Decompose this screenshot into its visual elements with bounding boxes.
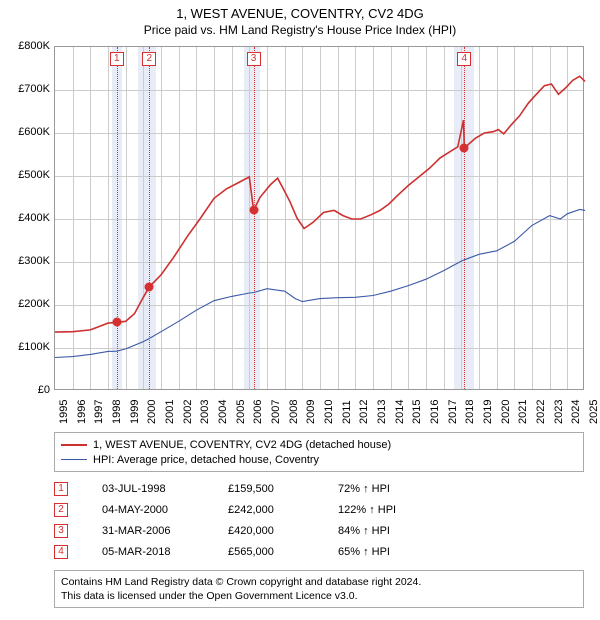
sale-row-price: £159,500 bbox=[228, 483, 304, 495]
x-tick-label: 2002 bbox=[182, 412, 194, 424]
x-tick-label: 2025 bbox=[588, 412, 600, 424]
sale-row-box: 2 bbox=[54, 503, 68, 517]
x-tick-label: 2014 bbox=[394, 412, 406, 424]
x-tick-label: 2011 bbox=[341, 412, 353, 424]
x-tick-label: 1999 bbox=[129, 412, 141, 424]
sale-row-price: £565,000 bbox=[228, 546, 304, 558]
x-tick-label: 2012 bbox=[358, 412, 370, 424]
footer-line-1: Contains HM Land Registry data © Crown c… bbox=[61, 575, 577, 589]
x-tick-label: 2008 bbox=[288, 412, 300, 424]
series-blue bbox=[55, 210, 585, 358]
sale-row-price: £420,000 bbox=[228, 525, 304, 537]
y-tick-label: £600K bbox=[0, 126, 50, 138]
sale-row: 1 03-JUL-1998 £159,500 72% ↑ HPI bbox=[54, 478, 438, 499]
sale-row-box: 1 bbox=[54, 482, 68, 496]
footer-line-2: This data is licensed under the Open Gov… bbox=[61, 589, 577, 603]
y-tick-label: £200K bbox=[0, 298, 50, 310]
x-tick-label: 2001 bbox=[164, 412, 176, 424]
x-tick-label: 2004 bbox=[217, 412, 229, 424]
sale-row-pct: 122% ↑ HPI bbox=[338, 504, 438, 516]
x-tick-label: 2024 bbox=[570, 412, 582, 424]
x-tick-label: 1995 bbox=[58, 412, 70, 424]
sale-row-date: 03-JUL-1998 bbox=[102, 483, 194, 495]
sale-row-date: 31-MAR-2006 bbox=[102, 525, 194, 537]
legend-swatch-red bbox=[61, 444, 87, 446]
chart-plot-area: 1234 bbox=[54, 46, 584, 390]
x-tick-label: 2018 bbox=[464, 412, 476, 424]
legend-label-red: 1, WEST AVENUE, COVENTRY, CV2 4DG (detac… bbox=[93, 439, 391, 451]
x-tick-label: 2021 bbox=[517, 412, 529, 424]
sale-row-box: 3 bbox=[54, 524, 68, 538]
x-tick-label: 2019 bbox=[482, 412, 494, 424]
x-tick-label: 2017 bbox=[447, 412, 459, 424]
sale-row-pct: 65% ↑ HPI bbox=[338, 546, 438, 558]
sale-row: 4 05-MAR-2018 £565,000 65% ↑ HPI bbox=[54, 541, 438, 562]
x-tick-label: 2022 bbox=[535, 412, 547, 424]
x-tick-label: 2015 bbox=[411, 412, 423, 424]
sale-row-date: 04-MAY-2000 bbox=[102, 504, 194, 516]
y-tick-label: £500K bbox=[0, 169, 50, 181]
sales-table: 1 03-JUL-1998 £159,500 72% ↑ HPI 2 04-MAY-200… bbox=[54, 478, 438, 562]
x-tick-label: 2000 bbox=[146, 412, 158, 424]
legend-row-blue: HPI: Average price, detached house, Cove… bbox=[61, 452, 577, 467]
chart-lines bbox=[55, 47, 583, 389]
legend-label-blue: HPI: Average price, detached house, Cove… bbox=[93, 454, 319, 466]
x-tick-label: 2010 bbox=[323, 412, 335, 424]
y-tick-label: £800K bbox=[0, 40, 50, 52]
y-tick-label: £700K bbox=[0, 83, 50, 95]
y-tick-label: £0 bbox=[0, 384, 50, 396]
chart-subtitle: Price paid vs. HM Land Registry's House … bbox=[0, 21, 600, 37]
series-red bbox=[55, 76, 585, 332]
x-tick-label: 1998 bbox=[111, 412, 123, 424]
legend-row-red: 1, WEST AVENUE, COVENTRY, CV2 4DG (detac… bbox=[61, 437, 577, 452]
x-tick-label: 2013 bbox=[376, 412, 388, 424]
x-tick-label: 2003 bbox=[199, 412, 211, 424]
page: 1, WEST AVENUE, COVENTRY, CV2 4DG Price … bbox=[0, 0, 600, 620]
chart-legend: 1, WEST AVENUE, COVENTRY, CV2 4DG (detac… bbox=[54, 432, 584, 472]
y-tick-label: £400K bbox=[0, 212, 50, 224]
sale-row-date: 05-MAR-2018 bbox=[102, 546, 194, 558]
x-tick-label: 2007 bbox=[270, 412, 282, 424]
footer-attribution: Contains HM Land Registry data © Crown c… bbox=[54, 570, 584, 608]
y-tick-label: £300K bbox=[0, 255, 50, 267]
sale-row-price: £242,000 bbox=[228, 504, 304, 516]
x-tick-label: 2023 bbox=[553, 412, 565, 424]
x-tick-label: 2009 bbox=[305, 412, 317, 424]
x-tick-label: 2016 bbox=[429, 412, 441, 424]
sale-row-pct: 84% ↑ HPI bbox=[338, 525, 438, 537]
x-tick-label: 2020 bbox=[500, 412, 512, 424]
sale-row: 2 04-MAY-2000 £242,000 122% ↑ HPI bbox=[54, 499, 438, 520]
sale-row-box: 4 bbox=[54, 545, 68, 559]
legend-swatch-blue bbox=[61, 459, 87, 460]
sale-row: 3 31-MAR-2006 £420,000 84% ↑ HPI bbox=[54, 520, 438, 541]
x-tick-label: 2005 bbox=[235, 412, 247, 424]
chart-title: 1, WEST AVENUE, COVENTRY, CV2 4DG bbox=[0, 0, 600, 21]
y-tick-label: £100K bbox=[0, 341, 50, 353]
x-tick-label: 1996 bbox=[76, 412, 88, 424]
sale-row-pct: 72% ↑ HPI bbox=[338, 483, 438, 495]
x-tick-label: 2006 bbox=[252, 412, 264, 424]
x-tick-label: 1997 bbox=[93, 412, 105, 424]
